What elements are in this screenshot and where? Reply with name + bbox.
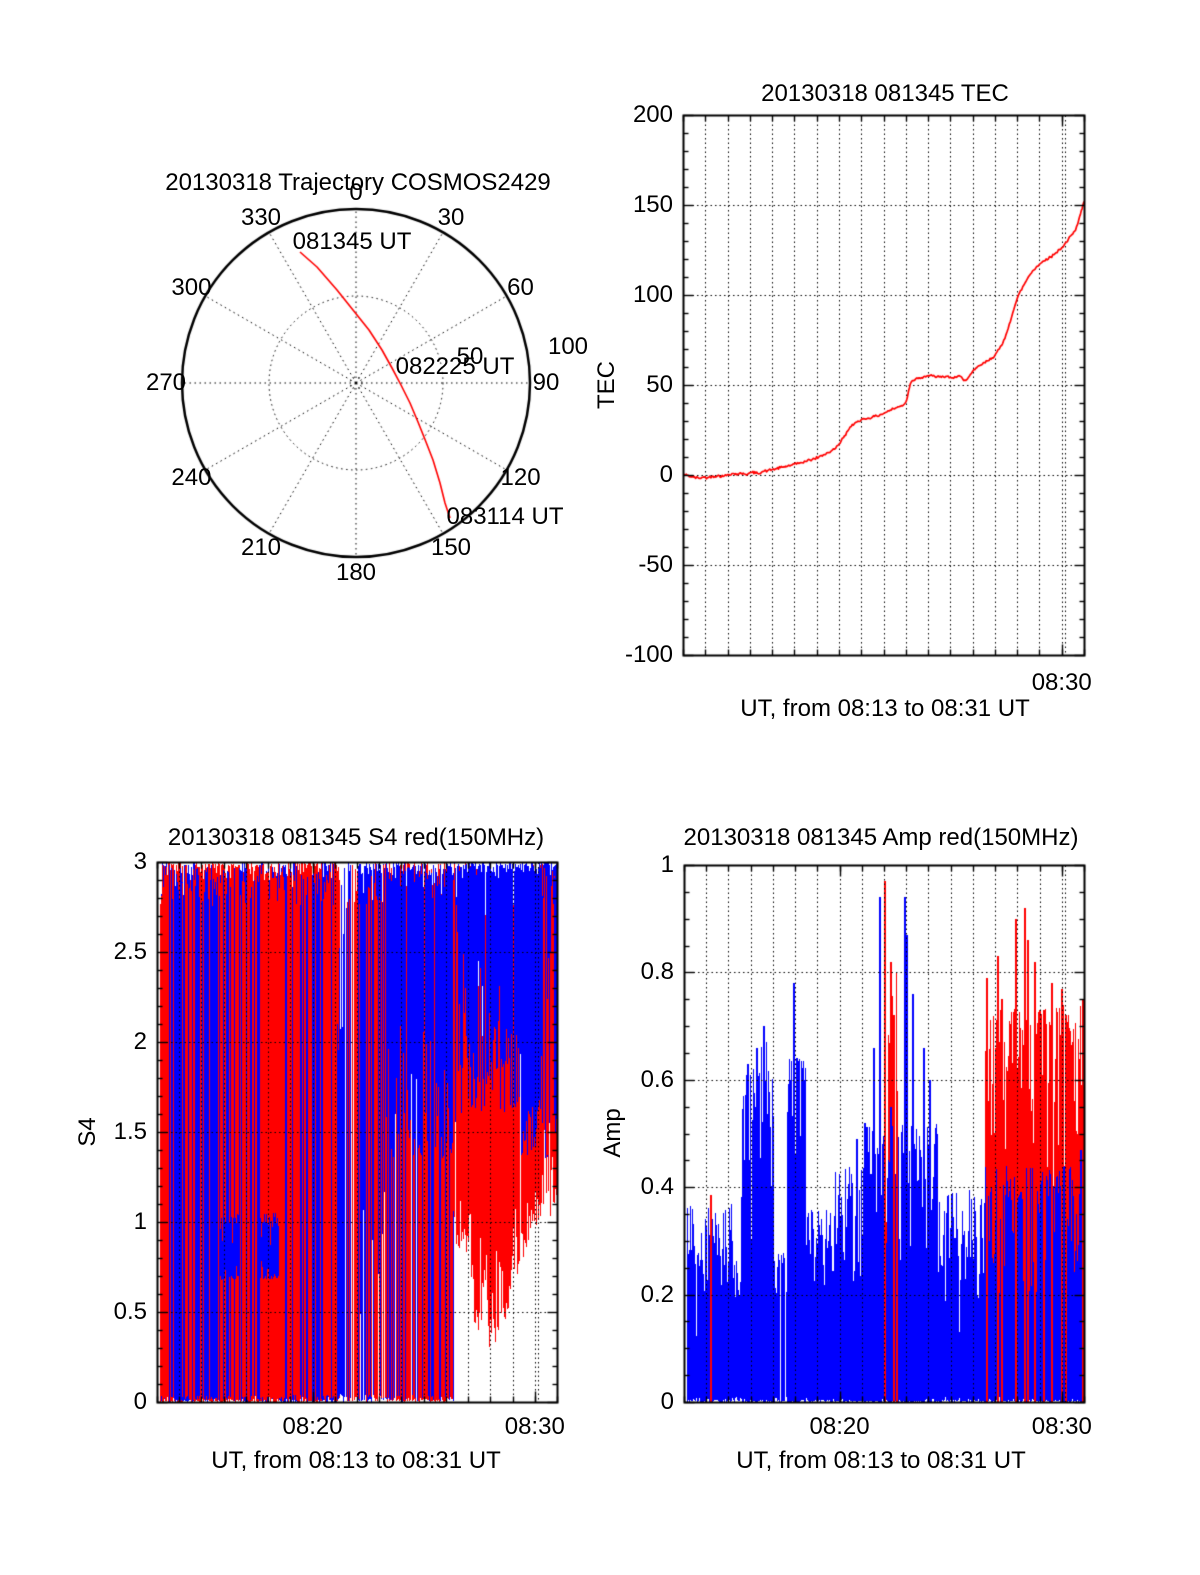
amp-ytick-label: 0 <box>660 1388 674 1415</box>
tec-x-axis-label: UT, from 08:13 to 08:31 UT <box>740 695 1030 722</box>
trajectory-azimuth-label: 210 <box>240 533 282 561</box>
tec-ytick-label: 100 <box>632 281 673 308</box>
tec-ytick-label: 0 <box>659 461 673 488</box>
trajectory-azimuth-label: 150 <box>430 533 472 561</box>
tec-ytick-label: -100 <box>624 641 673 668</box>
amp-plot-title: 20130318 081345 Amp red(150MHz) <box>683 824 1079 851</box>
tec-ytick-label: 50 <box>646 371 673 398</box>
s4-plot-title: 20130318 081345 S4 red(150MHz) <box>167 824 545 851</box>
s4-ytick-label: 0 <box>133 1388 147 1415</box>
trajectory-azimuth-label: 240 <box>171 464 212 491</box>
trajectory-azimuth-label: 30 <box>437 204 465 232</box>
trajectory-azimuth-label: 300 <box>171 274 212 301</box>
tec-xtick-label: 08:30 <box>1031 669 1092 696</box>
trajectory-plot-title: 20130318 Trajectory COSMOS2429 <box>165 169 551 196</box>
trajectory-azimuth-label: 90 <box>532 369 560 396</box>
s4-ytick-label: 0.5 <box>113 1298 147 1325</box>
tec-ytick-label: 200 <box>632 101 673 128</box>
s4-x-axis-label: UT, from 08:13 to 08:31 UT <box>211 1447 501 1474</box>
amp-ytick-label: 0.2 <box>640 1280 674 1308</box>
s4-xtick-label: 08:20 <box>282 1413 343 1440</box>
tec-ytick-label: -50 <box>638 551 673 578</box>
amp-y-axis-label: Amp <box>599 1108 626 1158</box>
trajectory-time-annotation: 083114 UT <box>446 503 564 530</box>
amp-ytick-label: 0.6 <box>640 1065 674 1093</box>
s4-ytick-label: 2 <box>133 1028 147 1055</box>
s4-ytick-label: 2.5 <box>113 938 147 965</box>
trajectory-azimuth-label: 60 <box>507 274 534 301</box>
amp-x-axis-label: UT, from 08:13 to 08:31 UT <box>736 1447 1026 1474</box>
s4-ytick-label: 1.5 <box>113 1118 147 1145</box>
amp-ytick-label: 0.4 <box>640 1173 674 1201</box>
amp-xtick-label: 08:20 <box>809 1413 870 1440</box>
s4-ytick-label: 3 <box>133 848 147 875</box>
amp-xtick-label: 08:30 <box>1031 1413 1092 1440</box>
s4-y-axis-label: S4 <box>74 1117 101 1147</box>
trajectory-azimuth-label: 270 <box>145 369 187 396</box>
tec-y-axis-label: TEC <box>593 361 620 409</box>
amp-ytick-label: 1 <box>660 851 674 878</box>
trajectory-time-annotation: 081345 UT <box>292 228 412 255</box>
trajectory-azimuth-label: 330 <box>240 204 282 232</box>
s4-xtick-label: 08:30 <box>504 1413 565 1440</box>
trajectory-radial-label: 50 <box>456 343 484 370</box>
trajectory-azimuth-label: 120 <box>500 464 541 491</box>
trajectory-time-annotation: 082225 UT <box>395 353 515 380</box>
trajectory-radial-label: 100 <box>547 333 589 360</box>
trajectory-azimuth-label: 0 <box>349 179 363 206</box>
tec-plot-title: 20130318 081345 TEC <box>761 80 1009 107</box>
tec-ytick-label: 150 <box>632 191 673 218</box>
amp-ytick-label: 0.8 <box>640 958 674 986</box>
trajectory-azimuth-label: 180 <box>335 559 377 586</box>
s4-ytick-label: 1 <box>133 1208 147 1235</box>
